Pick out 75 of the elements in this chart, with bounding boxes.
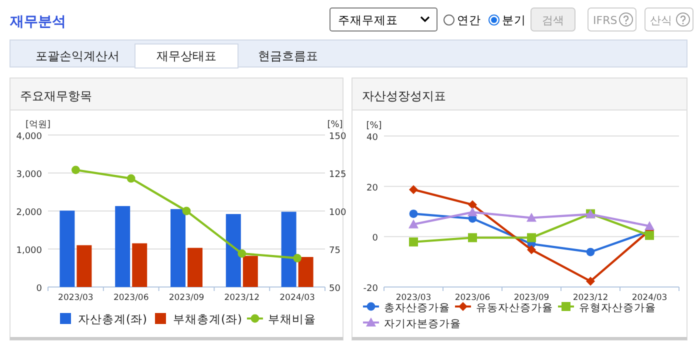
bar — [115, 206, 130, 287]
y2-tick-label: 150 — [329, 132, 346, 142]
x-tick-label: 2023/12 — [224, 293, 260, 303]
x-tick-label: 2023/06 — [454, 293, 490, 303]
y-axis-title: [%] — [366, 121, 382, 131]
point — [126, 174, 136, 183]
point — [238, 249, 246, 258]
y-tick-label: -20 — [363, 284, 378, 294]
bar — [60, 210, 75, 287]
text: 주재무제표 — [338, 13, 398, 27]
x-tick-label: 2024/03 — [280, 293, 315, 303]
point — [586, 248, 595, 256]
y-tick-label: 0 — [36, 284, 42, 294]
bar — [242, 256, 258, 287]
point — [293, 254, 302, 262]
bar — [298, 256, 314, 287]
x-tick-label: 2023/12 — [572, 293, 608, 303]
y2-tick-label: 100 — [329, 208, 346, 218]
bar — [281, 212, 296, 287]
legend-label: 총자산증가율 — [384, 302, 450, 314]
point — [468, 200, 477, 210]
point — [526, 212, 536, 222]
y-axis-title: [억원] — [25, 120, 51, 130]
point — [527, 245, 536, 254]
x-tick-label: 2023/09 — [168, 293, 204, 303]
x-tick-label: 2024/03 — [632, 293, 668, 303]
text: 검색 — [542, 14, 564, 27]
bar — [76, 245, 92, 287]
bar — [188, 248, 202, 287]
text: 산식 — [650, 14, 672, 27]
chart-title: 주요재무항목 — [20, 89, 92, 103]
text: IFRS — [593, 14, 618, 27]
y2-tick-label: 75 — [329, 246, 340, 256]
text: 재무분석 — [9, 14, 66, 30]
point — [527, 233, 536, 242]
y-tick-label: 20 — [366, 183, 378, 194]
point — [645, 230, 654, 240]
y-tick-label: 3,000 — [16, 170, 42, 180]
chart-title: 자산성장성지표 — [362, 89, 446, 103]
text: 연간 — [457, 13, 481, 27]
point — [409, 185, 418, 194]
text: 현금흐름표 — [258, 49, 318, 63]
legend-label: 부채총계(좌) — [172, 312, 242, 326]
y-tick-label: 4,000 — [16, 132, 42, 142]
y2-tick-label: 125 — [329, 170, 346, 180]
text: 분기 — [502, 13, 526, 27]
x-tick-label: 2023/03 — [396, 293, 432, 303]
legend-label: 자기자본증가율 — [384, 318, 461, 330]
point — [409, 210, 418, 218]
y2-tick-label: 50 — [329, 284, 341, 294]
y-tick-label: 1,000 — [16, 246, 42, 256]
point — [408, 219, 418, 228]
bar — [170, 209, 186, 287]
point — [72, 166, 80, 174]
bar — [226, 214, 241, 287]
x-tick-label: 2023/06 — [113, 293, 149, 303]
text: 포괄손익계산서 — [36, 49, 120, 63]
legend-label: 유형자산증가율 — [579, 302, 656, 314]
legend-label: 유동자산증가율 — [476, 302, 553, 314]
point — [468, 233, 477, 242]
y-tick-label: 0 — [372, 234, 378, 244]
point — [468, 207, 478, 216]
y-tick-label: 2,000 — [16, 208, 42, 218]
x-tick-label: 2023/03 — [58, 293, 94, 303]
point — [182, 206, 191, 216]
y2-axis-title: [%] — [327, 120, 343, 130]
bar — [132, 243, 148, 287]
point — [586, 276, 595, 286]
x-tick-label: 2023/09 — [514, 293, 550, 303]
point — [644, 221, 654, 230]
legend-label: 부채비율 — [268, 312, 316, 326]
point — [409, 237, 418, 246]
y-tick-label: 40 — [366, 133, 378, 143]
text: 재무상태표 — [156, 49, 216, 63]
legend-label: 자산총계(좌) — [78, 312, 147, 326]
